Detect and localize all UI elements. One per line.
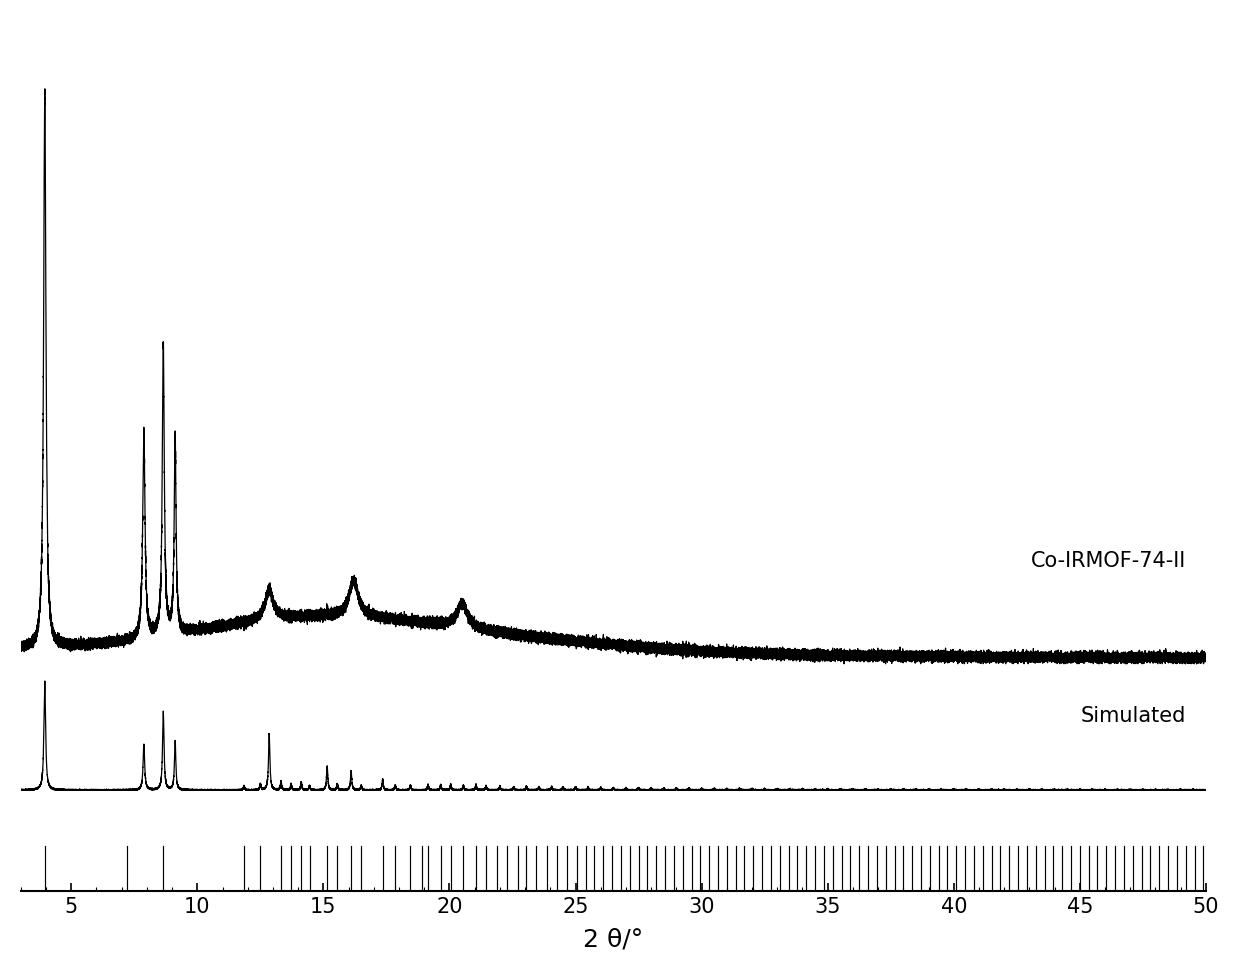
Text: Simulated: Simulated	[1080, 706, 1185, 726]
Text: Co-IRMOF-74-II: Co-IRMOF-74-II	[1030, 551, 1185, 571]
X-axis label: 2 θ/°: 2 θ/°	[583, 927, 644, 951]
